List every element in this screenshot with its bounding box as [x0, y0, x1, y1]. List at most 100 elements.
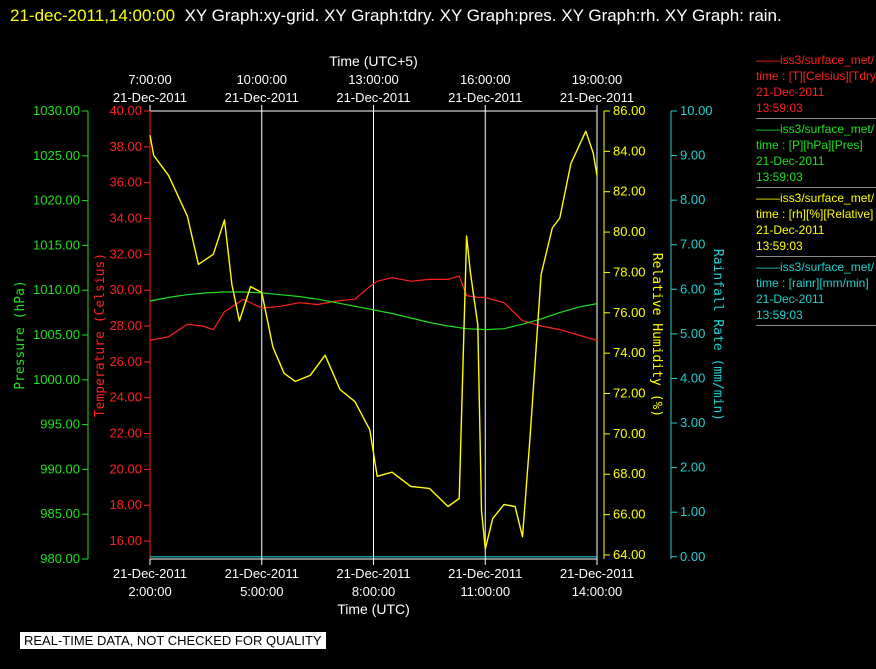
legend-line: ——iss3/surface_met/ [756, 122, 875, 136]
humidity-tick-label: 76.00 [613, 305, 646, 320]
legend-entry-temperature: ——iss3/surface_met/ time : [T][Celsius][… [756, 52, 876, 119]
humidity-tick-label: 74.00 [613, 345, 646, 360]
humidity-tick-label: 68.00 [613, 466, 646, 481]
legend-line: ——iss3/surface_met/ [756, 191, 875, 205]
x-tick-label-time: 8:00:00 [352, 584, 395, 599]
humidity-tick-label: 64.00 [613, 547, 646, 562]
humidity-tick-label: 80.00 [613, 224, 646, 239]
legend-line: ——iss3/surface_met/ [756, 260, 875, 274]
top-tick-label-time: 13:00:00 [348, 72, 399, 87]
rain-tick-label: 2.00 [680, 460, 705, 475]
rain-tick-label: 7.00 [680, 237, 705, 252]
temperature-tick-label: 40.00 [109, 103, 142, 118]
pressure-tick-label: 1010.00 [33, 282, 80, 297]
humidity-tick-label: 78.00 [613, 264, 646, 279]
legend-panel: ——iss3/surface_met/ time : [T][Celsius][… [756, 52, 876, 328]
legend-desc: time : [rh][%][Relative] [756, 207, 874, 221]
humidity-tick-label: 70.00 [613, 426, 646, 441]
rain-tick-label: 0.00 [680, 549, 705, 564]
temperature-tick-label: 34.00 [109, 211, 142, 226]
top-tick-label-time: 16:00:00 [460, 72, 511, 87]
pressure-tick-label: 1015.00 [33, 237, 80, 252]
pressure-tick-label: 985.00 [40, 506, 80, 521]
legend-time: 13:59:03 [756, 101, 803, 115]
x-tick-label-date: 21-Dec-2011 [336, 566, 410, 581]
top-tick-label-date: 21-Dec-2011 [336, 90, 410, 105]
header-graph-titles: XY Graph:xy-grid. XY Graph:tdry. XY Grap… [184, 6, 782, 25]
x-tick-label-time: 14:00:00 [572, 584, 623, 599]
rain-tick-label: 6.00 [680, 281, 705, 296]
temperature-tick-label: 24.00 [109, 390, 142, 405]
pressure-tick-label: 995.00 [40, 417, 80, 432]
x-tick-label-date: 21-Dec-2011 [113, 566, 187, 581]
legend-desc: time : [P][hPa][Pres] [756, 138, 863, 152]
temperature-tick-label: 28.00 [109, 318, 142, 333]
legend-desc: time : [T][Celsius][Tdry] [756, 69, 876, 83]
pressure-tick-label: 1000.00 [33, 372, 80, 387]
x-tick-label-time: 2:00:00 [128, 584, 171, 599]
humidity-tick-label: 84.00 [613, 143, 646, 158]
legend-date: 21-Dec-2011 [756, 292, 825, 306]
rain-tick-label: 5.00 [680, 326, 705, 341]
rain-tick-label: 9.00 [680, 148, 705, 163]
top-tick-label-time: 19:00:00 [572, 72, 623, 87]
top-tick-label-date: 21-Dec-2011 [560, 90, 634, 105]
x-tick-label-time: 5:00:00 [240, 584, 283, 599]
humidity-tick-label: 82.00 [613, 184, 646, 199]
humidity-tick-label: 66.00 [613, 507, 646, 522]
legend-time: 13:59:03 [756, 170, 803, 184]
legend-entry-pressure: ——iss3/surface_met/ time : [P][hPa][Pres… [756, 121, 876, 188]
temperature-tick-label: 18.00 [109, 497, 142, 512]
temperature-tick-label: 26.00 [109, 354, 142, 369]
top-tick-label-time: 10:00:00 [236, 72, 287, 87]
x-tick-label-time: 11:00:00 [460, 584, 510, 599]
pressure-tick-label: 1005.00 [33, 327, 80, 342]
legend-desc: time : [rainr][mm/min] [756, 276, 869, 290]
temperature-tick-label: 16.00 [109, 533, 142, 548]
pressure-tick-label: 990.00 [40, 461, 80, 476]
temperature-axis-label: Temperature (Celsius) [93, 253, 108, 417]
pressure-tick-label: 1020.00 [33, 193, 80, 208]
humidity-tick-label: 86.00 [613, 103, 646, 118]
temperature-tick-label: 36.00 [109, 175, 142, 190]
temperature-tick-label: 22.00 [109, 426, 142, 441]
legend-entry-rain: ——iss3/surface_met/ time : [rainr][mm/mi… [756, 259, 876, 326]
temperature-tick-label: 30.00 [109, 282, 142, 297]
pressure-series-line [149, 291, 598, 331]
legend-date: 21-Dec-2011 [756, 223, 825, 237]
graph-header: 21-dec-2011,14:00:00 XY Graph:xy-grid. X… [10, 2, 870, 30]
rain-tick-label: 4.00 [680, 370, 705, 385]
pressure-axis-label: Pressure (hPa) [13, 280, 28, 390]
rain-tick-label: 8.00 [680, 192, 705, 207]
humidity-series-line [149, 130, 598, 550]
top-tick-label-time: 7:00:00 [128, 72, 171, 87]
x-axis-label: Time (UTC) [337, 601, 410, 617]
temperature-tick-label: 32.00 [109, 246, 142, 261]
legend-date: 21-Dec-2011 [756, 85, 825, 99]
rain-axis-label: Rainfall Rate (mm/min) [710, 249, 725, 421]
temperature-tick-label: 38.00 [109, 139, 142, 154]
pressure-tick-label: 1025.00 [33, 148, 80, 163]
legend-time: 13:59:03 [756, 308, 803, 322]
top-tick-label-date: 21-Dec-2011 [448, 90, 522, 105]
legend-line: ——iss3/surface_met/ [756, 53, 875, 67]
x-tick-label-date: 21-Dec-2011 [560, 566, 634, 581]
quality-disclaimer: REAL-TIME DATA, NOT CHECKED FOR QUALITY [20, 632, 326, 649]
top-tick-label-date: 21-Dec-2011 [225, 90, 299, 105]
humidity-tick-label: 72.00 [613, 386, 646, 401]
x-tick-label-date: 21-Dec-2011 [448, 566, 522, 581]
legend-entry-humidity: ——iss3/surface_met/ time : [rh][%][Relat… [756, 190, 876, 257]
pressure-tick-label: 980.00 [40, 551, 80, 566]
temperature-tick-label: 20.00 [109, 461, 142, 476]
humidity-axis-label: Relative Humidity (%) [649, 253, 664, 417]
top-axis-label: Time (UTC+5) [329, 53, 418, 69]
pressure-tick-label: 1030.00 [33, 103, 80, 118]
header-timestamp: 21-dec-2011,14:00:00 [10, 6, 176, 25]
temperature-series-line [149, 275, 598, 341]
top-tick-label-date: 21-Dec-2011 [113, 90, 187, 105]
rain-tick-label: 3.00 [680, 415, 705, 430]
legend-time: 13:59:03 [756, 239, 803, 253]
rain-tick-label: 1.00 [680, 504, 705, 519]
legend-date: 21-Dec-2011 [756, 154, 825, 168]
